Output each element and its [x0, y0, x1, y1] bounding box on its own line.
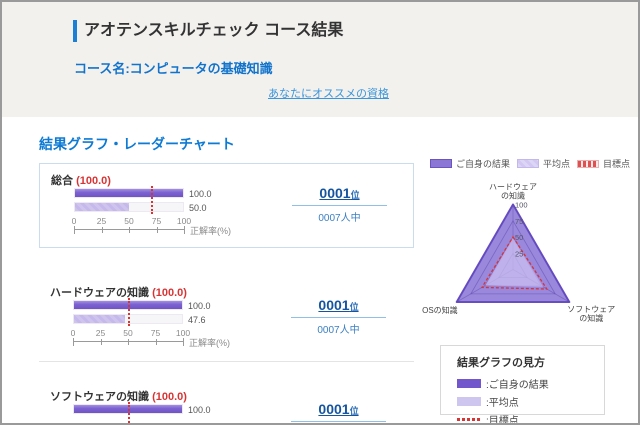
average-swatch-icon — [517, 159, 540, 168]
radar-axis-label: の知識 — [579, 313, 603, 323]
graph-key-label: :平均点 — [486, 398, 519, 409]
axis-label: 正解率(%) — [189, 338, 230, 348]
axis-label: 正解率(%) — [190, 226, 231, 236]
graph-key-title: 結果グラフの見方 — [457, 357, 545, 369]
category-title: 総合 (100.0) — [51, 175, 111, 187]
radar-axis-label: OSの知識 — [422, 305, 458, 315]
radar-average-polygon — [485, 237, 544, 287]
category-hardware: ハードウェアの知識 (100.0) 100.0 47.6 0 25 50 75 100 正解率(… — [39, 284, 414, 354]
graph-key-item-self: :ご自身の結果 — [457, 376, 604, 391]
graph-key-item-average: :平均点 — [457, 394, 604, 409]
category-score: (100.0) — [152, 287, 187, 299]
axis-ticks: 0 25 50 75 100 — [71, 216, 192, 226]
overall-result-box: 総合 (100.0) 100.0 50.0 0 25 50 75 100 正解率(%) 0001位… — [39, 163, 414, 248]
radar-target-polygon — [480, 235, 549, 290]
self-bar-value: 100.0 — [188, 301, 211, 311]
radar-legend: ご自身の結果 平均点 目標点 — [430, 157, 630, 170]
radar-legend-label: 平均点 — [543, 159, 571, 169]
radar-tick-label: 50 — [515, 233, 523, 242]
radar-axis-label: ソフトウェア — [567, 305, 615, 314]
rank-block: 0001位 — [291, 401, 386, 423]
self-bar-value: 100.0 — [189, 189, 212, 199]
rank-link[interactable]: 0001位 — [318, 297, 359, 313]
graph-key-label: :目標点 — [486, 416, 519, 425]
radar-legend-item-target: 目標点 — [577, 157, 630, 170]
axis-ruler — [74, 226, 185, 234]
category-score: (100.0) — [152, 391, 187, 403]
average-bar-value: 47.6 — [188, 315, 206, 325]
graph-key-item-target: :目標点 — [457, 412, 604, 425]
graph-key-label: :ご自身の結果 — [486, 380, 549, 391]
page-title: アオテンスキルチェック コース結果 — [73, 20, 343, 42]
average-swatch-icon — [457, 397, 481, 406]
graph-key-box: 結果グラフの見方 :ご自身の結果 :平均点 :目標点 — [440, 345, 605, 423]
radar-tick-label: 25 — [515, 249, 523, 258]
course-name: コース名:コンピュータの基礎知識 — [74, 61, 273, 76]
rank-block: 0001位 0007人中 — [292, 185, 387, 224]
average-bar — [74, 315, 126, 323]
average-bar-track — [74, 202, 184, 212]
radar-axis-label: ハードウェア — [489, 183, 537, 192]
rank-divider — [291, 421, 386, 422]
rank-block: 0001位 0007人中 — [291, 297, 386, 336]
radar-legend-label: ご自身の結果 — [456, 159, 511, 169]
radar-axis-label: の知識 — [501, 191, 525, 201]
axis-ticks: 0 25 50 75 100 — [70, 328, 191, 338]
self-swatch-icon — [457, 379, 481, 388]
average-bar-value: 50.0 — [189, 203, 207, 213]
radar-legend-item-average: 平均点 — [517, 157, 570, 170]
section-divider — [39, 361, 414, 362]
self-bar-value: 100.0 — [188, 405, 211, 415]
target-dotted-line-icon — [457, 418, 481, 421]
radar-legend-item-self: ご自身の結果 — [430, 157, 510, 170]
radar-tick-label: 100 — [515, 201, 528, 210]
radar-grid — [456, 203, 570, 303]
target-marker-line — [151, 186, 153, 214]
self-swatch-icon — [430, 159, 452, 168]
rank-divider — [291, 317, 386, 318]
rank-total: 0007人中 — [317, 325, 360, 336]
results-heading: 結果グラフ・レーダーチャート — [39, 136, 235, 152]
category-score: (100.0) — [76, 175, 111, 187]
category-title: ハードウェアの知識 (100.0) — [50, 287, 187, 299]
category-overall: 総合 (100.0) 100.0 50.0 0 25 50 75 100 正解率(%) 0001位… — [40, 172, 415, 242]
target-swatch-icon — [577, 159, 600, 168]
rank-total: 0007人中 — [318, 213, 361, 224]
category-title: ソフトウェアの知識 (100.0) — [50, 391, 187, 403]
axis-ruler — [73, 338, 184, 346]
radar-grid — [470, 219, 556, 295]
category-software: ソフトウェアの知識 (100.0)100.00255075100正解率(%)00… — [39, 388, 414, 423]
radar-legend-label: 目標点 — [603, 159, 631, 169]
target-marker-line — [128, 402, 130, 423]
recommend-link[interactable]: あなたにオススメの資格 — [268, 88, 389, 100]
radar-tick-label: 75 — [515, 217, 523, 226]
rank-link[interactable]: 0001位 — [319, 185, 360, 201]
rank-link[interactable]: 0001位 — [318, 401, 359, 417]
rank-divider — [292, 205, 387, 206]
self-bar-track — [74, 188, 184, 198]
self-bar — [75, 189, 183, 197]
average-bar — [75, 203, 129, 211]
target-marker-line — [128, 298, 130, 326]
page-header: アオテンスキルチェック コース結果 コース名:コンピュータの基礎知識 あなたにオ… — [2, 2, 638, 117]
